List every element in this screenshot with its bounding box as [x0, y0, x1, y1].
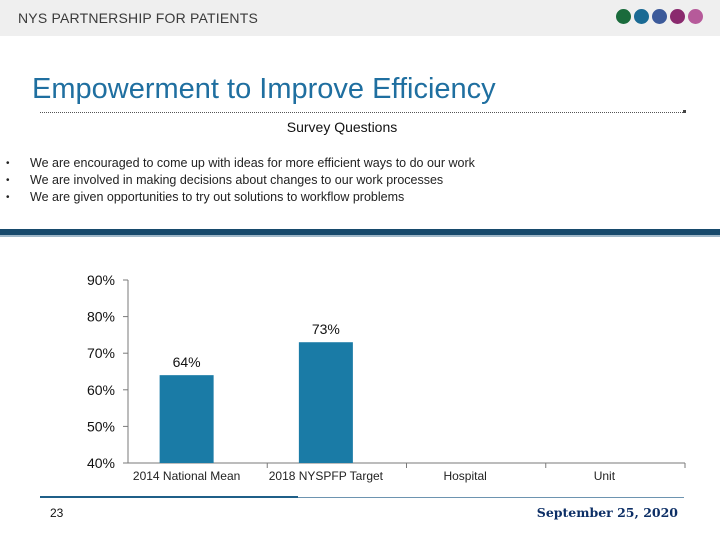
question-item: We are given opportunities to try out so… — [6, 189, 475, 206]
footer-date: September 25, 2020 — [536, 505, 678, 520]
page-number: 23 — [50, 506, 64, 520]
y-tick-label: 50% — [87, 418, 115, 434]
question-list: We are encouraged to come up with ideas … — [6, 155, 475, 206]
x-category-label: 2014 National Mean — [133, 469, 240, 483]
y-tick-label: 40% — [87, 455, 115, 471]
title-divider — [40, 112, 685, 113]
bar — [298, 342, 353, 463]
question-item: We are encouraged to come up with ideas … — [6, 155, 475, 172]
bar-chart: 40% 50% 60% 70% 80% 90% 64% 2014 National Mean 7… — [87, 272, 686, 483]
x-category-label: 2018 NYSPFP Target — [269, 469, 384, 483]
bar-data-label: 64% — [173, 354, 201, 370]
bar — [159, 375, 214, 463]
org-name: NYS PARTNERSHIP FOR PATIENTS — [18, 10, 259, 26]
divider-end — [683, 110, 686, 113]
y-tick-label: 90% — [87, 272, 115, 288]
section-band — [0, 229, 720, 235]
footer-rule-right — [298, 497, 684, 498]
brand-dot — [688, 9, 703, 24]
y-tick-label: 70% — [87, 345, 115, 361]
brand-dot — [634, 9, 649, 24]
header-bar: NYS PARTNERSHIP FOR PATIENTS — [0, 0, 720, 36]
brand-dot — [670, 9, 685, 24]
brand-dot — [616, 9, 631, 24]
x-category-label: Hospital — [443, 469, 486, 483]
brand-dot — [652, 9, 667, 24]
footer-rule-left — [40, 496, 298, 498]
x-category-label: Unit — [594, 469, 616, 483]
y-tick-label: 60% — [87, 382, 115, 398]
chart-subtitle: Survey Questions — [286, 119, 398, 135]
bar-data-label: 73% — [312, 321, 340, 337]
section-band-light — [0, 235, 720, 237]
y-tick-label: 80% — [87, 309, 115, 325]
question-item: We are involved in making decisions abou… — [6, 172, 475, 189]
slide-title: Empowerment to Improve Efficiency — [32, 73, 496, 105]
